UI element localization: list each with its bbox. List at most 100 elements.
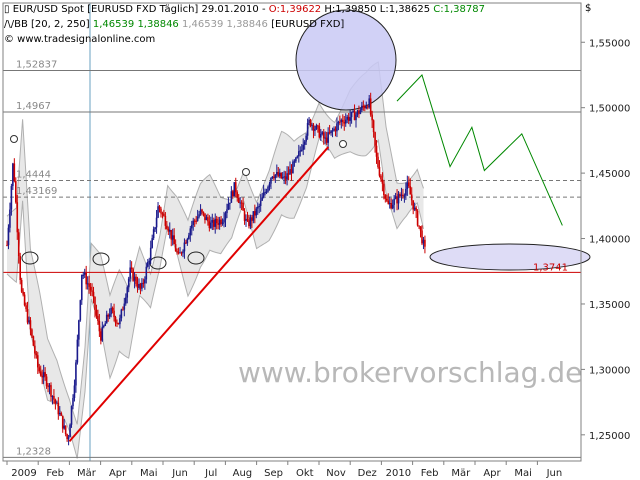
- candle-body: [290, 169, 293, 174]
- level-label: 1,52837: [16, 60, 57, 71]
- candle-body: [89, 286, 92, 291]
- candle-body: [236, 192, 239, 198]
- candle-body: [66, 434, 68, 440]
- y-tick-label: 1,40000: [589, 235, 630, 246]
- candle-body: [322, 132, 325, 139]
- candle-body: [86, 283, 89, 285]
- chart-icon: ▯: [4, 4, 13, 15]
- candle-body: [284, 176, 287, 180]
- candle-body: [413, 207, 416, 210]
- candle-body: [267, 186, 269, 192]
- candle-body: [303, 141, 306, 145]
- plot-frame: [2, 2, 582, 462]
- candle-body: [396, 196, 398, 204]
- candle-body: [383, 183, 385, 196]
- top-circle: [295, 9, 397, 111]
- candle-body: [45, 376, 48, 387]
- candle-body: [48, 385, 51, 387]
- candle-body: [120, 309, 123, 319]
- candle-body: [79, 300, 82, 321]
- candle-body: [199, 209, 202, 215]
- candle-body: [312, 124, 315, 131]
- candle-body: [280, 172, 283, 179]
- candle-body: [359, 110, 362, 114]
- candle-body: [204, 213, 206, 221]
- candle-body: [177, 252, 180, 254]
- candle-body: [372, 120, 375, 133]
- candle-body: [308, 119, 310, 123]
- candle-body: [315, 125, 318, 129]
- candle-body: [283, 176, 285, 178]
- x-tick-label: Mär: [77, 468, 97, 479]
- projection-line: [396, 74, 563, 226]
- watermark: www.brokervorschlag.de: [238, 356, 582, 389]
- candle-body: [385, 198, 388, 201]
- candle-body: [226, 209, 228, 214]
- candle-body: [346, 116, 349, 120]
- bollinger-lower: [6, 137, 425, 459]
- candle-body: [268, 183, 271, 187]
- candle-body: [333, 128, 335, 131]
- candle-body: [274, 174, 277, 179]
- candle-body: [254, 211, 256, 216]
- candle-body: [344, 119, 347, 124]
- candle-body: [299, 150, 302, 152]
- level-label: 1,2328: [16, 446, 51, 457]
- candle-body: [220, 219, 222, 224]
- candle-body: [371, 114, 373, 121]
- candle-body: [336, 123, 338, 132]
- candle-body: [160, 208, 162, 214]
- candle-body: [57, 402, 60, 415]
- candle-body: [192, 220, 195, 225]
- open-value: O:1,39622: [268, 4, 322, 15]
- candle-body: [195, 220, 197, 222]
- candle-body: [16, 202, 19, 233]
- x-tick-label: Feb: [421, 468, 439, 479]
- candle-body: [295, 157, 297, 162]
- candle-body: [149, 247, 152, 261]
- candle-body: [320, 133, 322, 138]
- candle-body: [350, 111, 353, 118]
- candle-body: [259, 200, 262, 206]
- candle-body: [237, 197, 240, 203]
- candle-body: [245, 218, 247, 221]
- candle-body: [188, 235, 190, 239]
- candle-body: [424, 239, 426, 247]
- candle-body: [173, 235, 175, 245]
- candle-body: [36, 355, 39, 368]
- candle-body: [358, 110, 360, 114]
- x-tick-label: Dez: [358, 468, 377, 479]
- header-line-2: /\/BB [20, 2, 250] 1,46539 1,38846 1,465…: [4, 19, 344, 30]
- candle-body: [42, 372, 45, 378]
- candle-body: [422, 239, 425, 244]
- candle-body: [132, 269, 134, 281]
- candle-body: [393, 198, 395, 205]
- candle-body: [349, 117, 351, 121]
- candle-body: [202, 211, 205, 214]
- candle-body: [117, 322, 120, 325]
- candle-body: [50, 385, 52, 397]
- touch-circle: [187, 251, 205, 265]
- candle-body: [412, 200, 414, 210]
- candle-body: [83, 272, 86, 275]
- candle-body: [366, 106, 369, 108]
- candle-body: [334, 128, 337, 132]
- candle-body: [51, 395, 54, 397]
- candle-body: [98, 320, 101, 332]
- candle-body: [54, 399, 57, 404]
- candle-body: [104, 323, 107, 326]
- candle-body: [239, 202, 241, 204]
- candle-body: [7, 227, 10, 246]
- candle-body: [330, 130, 332, 134]
- candle-body: [224, 213, 227, 220]
- candle-body: [355, 114, 357, 121]
- x-tick-label: 2009: [11, 468, 36, 479]
- candle-body: [58, 412, 61, 415]
- support-label: 1,3741: [533, 262, 568, 273]
- candle-body: [56, 402, 58, 404]
- candle-body: [124, 297, 127, 304]
- x-tick-label: Apr: [483, 468, 501, 479]
- candle-body: [190, 224, 193, 229]
- candle-body: [122, 309, 124, 311]
- x-tick-label: Jun: [171, 468, 188, 479]
